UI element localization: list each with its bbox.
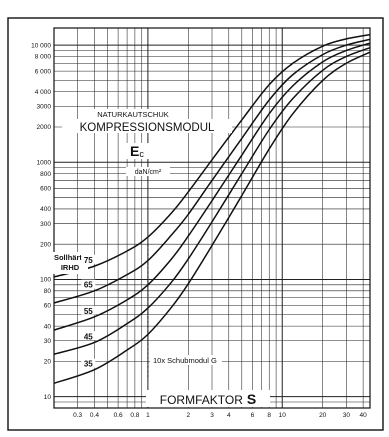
series-labels: 75 65 55 45 35 (81, 254, 96, 369)
outer-frame (7, 17, 384, 431)
series-label-65: 65 (84, 281, 93, 290)
x-tick-label: 0.3 (73, 412, 82, 419)
x-tick-label: 10 (279, 412, 287, 419)
y-tick-label: 300 (40, 221, 51, 228)
x-tick-label: 6 (251, 412, 255, 419)
y-tick-label: 400 (40, 206, 51, 213)
annotation-text: 10x Schubmodul G (153, 356, 217, 365)
series-label-bg (81, 358, 96, 368)
symbol-bg (126, 143, 154, 159)
curve-55 (53, 42, 371, 331)
x-tick-label: 0.8 (130, 412, 139, 419)
x-axis-title: FORMFAKTOR S (160, 391, 256, 407)
y-tick-label: 30 (44, 338, 52, 345)
y-tick-label: 6 000 (35, 68, 52, 75)
x-tick-label: 4 (227, 412, 231, 419)
curves-group (53, 33, 371, 385)
x-tick-label: 0.6 (114, 412, 123, 419)
unit-label: daN/cm² (135, 169, 162, 176)
series-label-75: 75 (84, 256, 93, 265)
series-label-bg (81, 254, 96, 264)
x-axis-title-symbol: S (247, 391, 256, 407)
x-axis-title-text: FORMFAKTOR (160, 393, 243, 407)
unit-bg (126, 167, 170, 176)
x-tick-label: 30 (343, 412, 351, 419)
legend-title: Sollhärte (54, 253, 86, 262)
plot-frame (53, 27, 371, 409)
curve-45 (53, 47, 371, 355)
x-tick-label: 20 (319, 412, 327, 419)
x-tick-label: 0.4 (90, 412, 99, 419)
y-tick-label: 10 000 (31, 42, 51, 49)
series-label-35: 35 (84, 360, 93, 369)
x-tick-label: 40 (360, 412, 368, 419)
modulus-symbol-main: E (130, 143, 139, 159)
series-label-45: 45 (84, 332, 93, 341)
y-tick-label: 20 (44, 359, 52, 366)
legend-title-bg (50, 252, 88, 274)
modulus-symbol-sub: c (139, 149, 144, 159)
legend-subtitle: IRHD (61, 263, 80, 272)
y-tick-label: 2000 (37, 124, 52, 131)
y-tick-label: 3000 (37, 104, 52, 111)
x-tick-label: 2 (187, 412, 191, 419)
annotation-bg (150, 355, 222, 365)
modulus-symbol: Ec (130, 143, 144, 159)
y-tick-label: 200 (40, 241, 51, 248)
y-tick-label: 1000 (37, 159, 52, 166)
y-tick-label: 100 (40, 277, 51, 284)
y-tick-label: 8 000 (35, 54, 52, 61)
chart-title: NATURKAUTSCHUK (97, 110, 169, 119)
y-tick-label: 800 (40, 171, 51, 178)
series-label-55: 55 (84, 307, 93, 316)
title-bg (92, 109, 174, 119)
y-tick-label: 10 (44, 394, 52, 401)
tick-labels: 0.3 0.4 0.6 0.8 1 2 3 4 6 8 10 20 30 40 10 20 30 40 60 80 10… (31, 42, 367, 419)
curve-65 (53, 38, 371, 304)
series-label-bg (81, 305, 96, 315)
series-label-bg (81, 331, 96, 341)
curve-35 (53, 51, 371, 385)
series-label-bg (81, 279, 96, 289)
curve-75 (53, 33, 371, 278)
y-tick-label: 80 (44, 288, 52, 295)
y-tick-label: 600 (40, 185, 51, 192)
chart-subtitle: KOMPRESSIONSMODUL (80, 122, 215, 134)
x-tick-label: 3 (210, 412, 214, 419)
y-tick-label: 40 (44, 323, 52, 330)
subtitle-bg (62, 119, 232, 133)
xlabel-bg (146, 390, 270, 407)
y-tick-label: 4 000 (35, 89, 52, 96)
x-tick-label: 8 (267, 412, 271, 419)
y-tick-label: 60 (44, 303, 52, 310)
x-tick-label: 1 (146, 412, 150, 419)
